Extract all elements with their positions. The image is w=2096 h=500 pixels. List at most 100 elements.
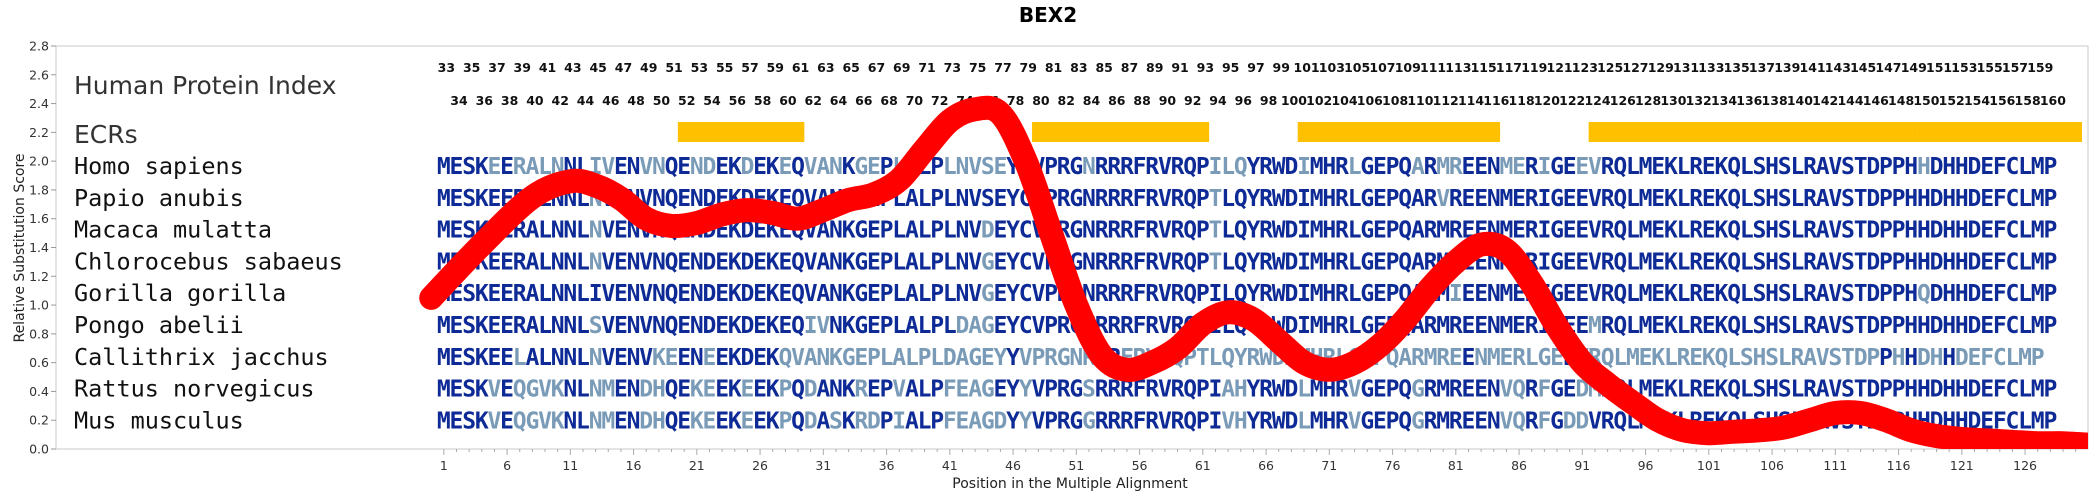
residue: H	[1904, 377, 1918, 403]
residue: I	[1537, 218, 1551, 244]
residue: E	[993, 249, 1007, 275]
residue: R	[1145, 377, 1159, 403]
residue: E	[993, 218, 1007, 244]
residue: Q	[1398, 218, 1412, 244]
residue: S	[829, 408, 843, 434]
residue: L	[576, 249, 590, 275]
residue: T	[1854, 249, 1868, 275]
residue: D	[1930, 218, 1944, 244]
residue: R	[1424, 313, 1438, 339]
residue: E	[867, 377, 881, 403]
residue: V	[601, 218, 615, 244]
residue: S	[589, 313, 603, 339]
residue: P	[880, 281, 894, 307]
residue: E	[1474, 154, 1488, 180]
residue: V	[968, 281, 982, 307]
residue: E	[1980, 281, 1994, 307]
residue: D	[1930, 154, 1944, 180]
residue: H	[1904, 281, 1918, 307]
residue: I	[589, 281, 603, 307]
residue: K	[842, 377, 856, 403]
y-tick-label: 1.4	[29, 240, 49, 255]
residue: E	[1373, 186, 1387, 212]
human-index-number: 79	[1020, 60, 1037, 75]
residue: R	[1525, 377, 1539, 403]
residue: K	[1715, 218, 1729, 244]
residue: E	[1651, 218, 1665, 244]
residue: A	[1816, 154, 1830, 180]
residue: S	[462, 313, 476, 339]
residue: Q	[1512, 377, 1526, 403]
residue: W	[1272, 377, 1286, 403]
residue: R	[1057, 377, 1071, 403]
human-index-number: 65	[842, 60, 859, 75]
species-labels: Homo sapiens Papio anubis Macaca mulatta Ch…	[74, 152, 343, 434]
human-index-number: 114	[1458, 93, 1484, 108]
residue: V	[1158, 408, 1172, 434]
y-tick-label: 0.2	[29, 413, 49, 428]
residue: E	[1702, 281, 1716, 307]
residue: L	[576, 313, 590, 339]
residue: L	[1348, 249, 1362, 275]
x-tick-label: 26	[752, 458, 768, 473]
residue: P	[918, 345, 932, 371]
human-index-number: 130	[1660, 93, 1686, 108]
residue: S	[1778, 377, 1792, 403]
residue: R	[1689, 249, 1703, 275]
residue: P	[778, 408, 792, 434]
human-index-number: 89	[1146, 60, 1163, 75]
residue: P	[930, 281, 944, 307]
species-label: Gorilla gorilla	[74, 279, 286, 307]
residue: E	[1651, 186, 1665, 212]
residue: Y	[1246, 281, 1260, 307]
residue: Y	[1246, 249, 1260, 275]
residue: M	[1487, 345, 1501, 371]
human-index-number: 75	[969, 60, 986, 75]
human-index-number: 41	[539, 60, 556, 75]
residue: H	[1955, 249, 1969, 275]
residue: R	[1107, 218, 1121, 244]
residue: N	[551, 249, 565, 275]
residue: A	[968, 408, 982, 434]
residue: T	[1854, 281, 1868, 307]
residue: L	[2018, 186, 2032, 212]
residue: M	[1639, 154, 1653, 180]
human-index-number: 140	[1787, 93, 1813, 108]
residue: E	[614, 154, 628, 180]
human-index-number: 103	[1319, 60, 1345, 75]
residue: V	[601, 281, 615, 307]
residue: R	[1259, 377, 1273, 403]
residue: E	[1563, 186, 1577, 212]
residue: P	[2043, 281, 2057, 307]
human-index-number: 54	[703, 93, 721, 108]
residue: M	[1639, 313, 1653, 339]
residue: P	[2043, 408, 2057, 434]
residue: H	[1322, 313, 1336, 339]
residue: D	[703, 281, 717, 307]
residue: L	[1677, 218, 1691, 244]
x-tick-label: 111	[1823, 458, 1847, 473]
residue: V	[1828, 218, 1842, 244]
residue: K	[1664, 186, 1678, 212]
residue: V	[639, 281, 653, 307]
residue: F	[1537, 408, 1551, 434]
residue: P	[1892, 281, 1906, 307]
residue: L	[943, 154, 957, 180]
residue: A	[1816, 281, 1830, 307]
residue: R	[1335, 249, 1349, 275]
x-tick-label: 56	[1132, 458, 1148, 473]
residue: E	[677, 313, 691, 339]
residue: V	[601, 313, 615, 339]
residue: Y	[1006, 281, 1020, 307]
residue: T	[1854, 218, 1868, 244]
residue: R	[1449, 186, 1463, 212]
residue: L	[1626, 218, 1640, 244]
residue: E	[753, 281, 767, 307]
residue: P	[930, 249, 944, 275]
residue: K	[652, 345, 666, 371]
residue: G	[1360, 154, 1374, 180]
residue: L	[1790, 154, 1804, 180]
residue: E	[1373, 281, 1387, 307]
human-index-number: 80	[1032, 93, 1050, 108]
residue: D	[639, 408, 653, 434]
